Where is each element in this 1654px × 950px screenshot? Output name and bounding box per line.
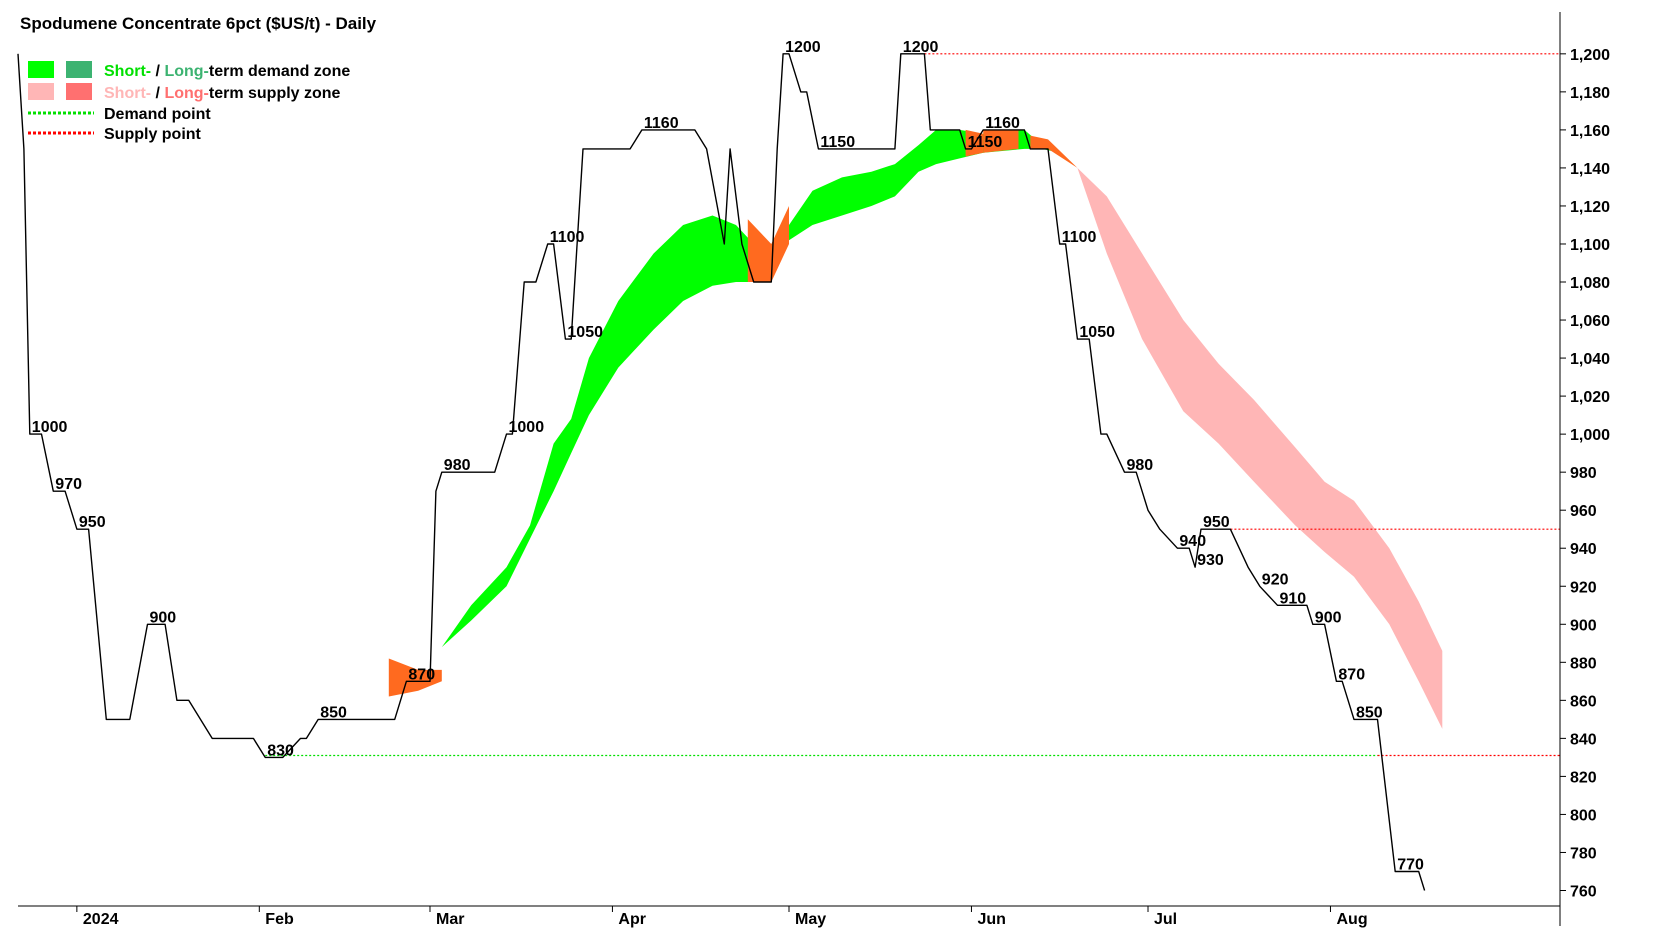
y-tick-label-22: 1,200 <box>1570 47 1610 64</box>
data-label-10: 1050 <box>567 324 603 341</box>
x-tick-label-7: Aug <box>1337 911 1368 928</box>
legend: Short- / Long-term demand zone Short- / … <box>28 61 350 143</box>
data-label-12: 1200 <box>785 39 821 56</box>
y-tick-label-9: 940 <box>1570 541 1597 558</box>
short-supply-zone <box>1077 167 1443 729</box>
data-label-18: 1050 <box>1079 324 1115 341</box>
legend-demand-rest: term demand zone <box>209 63 350 80</box>
mixed-zone-4 <box>1030 135 1078 168</box>
y-tick-label-19: 1,140 <box>1570 161 1610 178</box>
mixed-zone-0 <box>388 658 442 697</box>
data-label-15: 1150 <box>968 134 1003 151</box>
data-label-4: 830 <box>267 742 294 759</box>
x-tick-label-2: Mar <box>436 911 464 928</box>
legend-supply-rest: term supply zone <box>209 85 341 102</box>
y-tick-label-18: 1,120 <box>1570 199 1610 216</box>
data-label-6: 870 <box>408 666 435 683</box>
data-label-27: 850 <box>1356 704 1383 721</box>
legend-demand-long: Long- <box>164 63 208 80</box>
data-label-23: 920 <box>1262 571 1289 588</box>
data-label-5: 850 <box>320 704 347 721</box>
y-tick-label-12: 1,000 <box>1570 427 1610 444</box>
y-tick-label-4: 840 <box>1570 731 1597 748</box>
data-label-11: 1160 <box>644 115 679 132</box>
y-tick-label-16: 1,080 <box>1570 275 1610 292</box>
y-tick-label-14: 1,040 <box>1570 351 1610 368</box>
data-label-28: 770 <box>1397 857 1424 874</box>
legend-demand-point: Demand point <box>104 106 211 123</box>
reference-lines-layer <box>265 53 1560 757</box>
y-axis: 760 780 800 820 840 860 880 900 920 940 960 980 1,00… <box>1560 47 1610 901</box>
data-label-20: 940 <box>1179 533 1206 550</box>
legend-swatch-short-demand <box>28 61 54 78</box>
legend-swatch-long-supply <box>66 83 92 100</box>
y-tick-label-2: 800 <box>1570 807 1597 824</box>
annotations-layer: 1000 970 950 900 830 850 870 980 1000 1100 1050 116… <box>32 39 1424 874</box>
chart-title: Spodumene Concentrate 6pct ($US/t) - Dai… <box>20 14 377 33</box>
x-tick-label-1: Feb <box>265 911 294 928</box>
mixed-zone-1 <box>747 206 789 282</box>
data-label-8: 1000 <box>509 419 545 436</box>
data-label-22: 950 <box>1203 514 1230 531</box>
mixed-zone-3 <box>983 129 1019 153</box>
legend-demand-sep: / <box>151 63 164 80</box>
price-layer <box>17 53 1426 891</box>
y-tick-label-11: 980 <box>1570 465 1597 482</box>
y-tick-label-8: 920 <box>1570 579 1597 596</box>
data-label-16: 1160 <box>985 115 1020 132</box>
data-label-21: 930 <box>1197 552 1224 569</box>
data-label-1: 970 <box>55 476 82 493</box>
data-label-17: 1100 <box>1062 229 1097 246</box>
data-label-2: 950 <box>79 514 106 531</box>
y-tick-label-13: 1,020 <box>1570 389 1610 406</box>
legend-swatch-long-demand <box>66 61 92 78</box>
y-tick-label-1: 780 <box>1570 846 1597 863</box>
x-tick-label-4: May <box>795 911 826 928</box>
data-label-24: 910 <box>1280 590 1307 607</box>
y-tick-label-7: 900 <box>1570 617 1597 634</box>
data-label-19: 980 <box>1127 457 1154 474</box>
data-label-9: 1100 <box>550 229 585 246</box>
data-label-13: 1150 <box>820 134 855 151</box>
legend-demand-short: Short- <box>104 63 151 80</box>
x-tick-label-3: Apr <box>618 911 646 928</box>
legend-supply-point: Supply point <box>104 126 202 143</box>
y-tick-label-10: 960 <box>1570 503 1597 520</box>
x-tick-label-5: Jun <box>978 911 1006 928</box>
legend-demand-zone: Short- / Long-term demand zone <box>104 63 350 80</box>
y-tick-label-5: 860 <box>1570 693 1597 710</box>
data-label-25: 900 <box>1315 609 1342 626</box>
y-tick-label-20: 1,160 <box>1570 123 1610 140</box>
data-label-14: 1200 <box>903 39 939 56</box>
legend-supply-long: Long- <box>164 85 208 102</box>
price-series-line <box>17 53 1426 891</box>
data-label-3: 900 <box>150 609 177 626</box>
data-label-26: 870 <box>1338 666 1365 683</box>
data-label-0: 1000 <box>32 419 68 436</box>
legend-swatch-short-supply <box>28 83 54 100</box>
y-tick-label-0: 760 <box>1570 884 1597 901</box>
x-tick-label-0: 2024 <box>83 911 119 928</box>
legend-supply-short: Short- <box>104 85 151 102</box>
x-axis: 2024 Feb Mar Apr May Jun Jul Aug <box>76 906 1368 928</box>
x-tick-label-6: Jul <box>1154 911 1177 928</box>
legend-supply-zone: Short- / Long-term supply zone <box>104 85 341 102</box>
y-tick-label-6: 880 <box>1570 655 1597 672</box>
y-tick-label-21: 1,180 <box>1570 85 1610 102</box>
y-tick-label-15: 1,060 <box>1570 313 1610 330</box>
data-label-7: 980 <box>444 457 471 474</box>
legend-supply-sep: / <box>151 85 164 102</box>
y-tick-label-3: 820 <box>1570 769 1597 786</box>
y-tick-label-17: 1,100 <box>1570 237 1610 254</box>
